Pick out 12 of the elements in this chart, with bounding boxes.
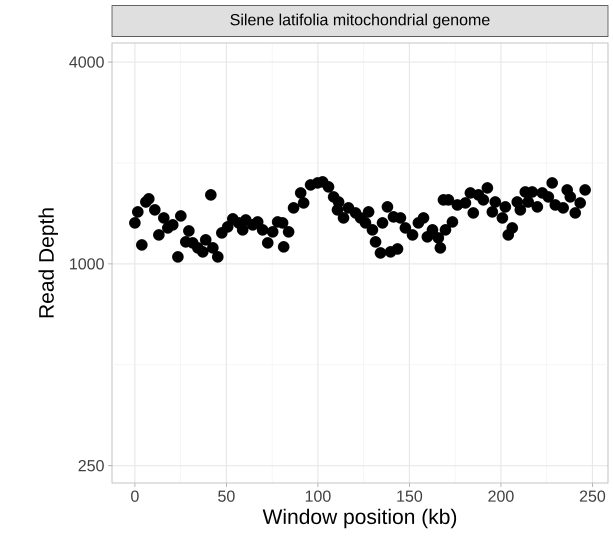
x-tick-label: 100 <box>306 490 331 502</box>
y-tick-label: 1000 <box>70 258 104 270</box>
x-tick-label: 250 <box>580 490 606 502</box>
y-tick-label: 4000 <box>69 56 104 68</box>
x-tick-label: 0 <box>131 490 139 502</box>
chart-title: Silene latifolia mitochondrial genome <box>230 14 490 29</box>
x-tick-label: 200 <box>488 490 514 502</box>
y-tick-label: 250 <box>78 460 104 472</box>
x-tick-label: 50 <box>218 490 235 502</box>
x-tick-label: 150 <box>397 490 422 502</box>
x-axis-title: Window position (kb) <box>262 508 456 528</box>
y-axis-title: Read Depth <box>38 208 58 318</box>
